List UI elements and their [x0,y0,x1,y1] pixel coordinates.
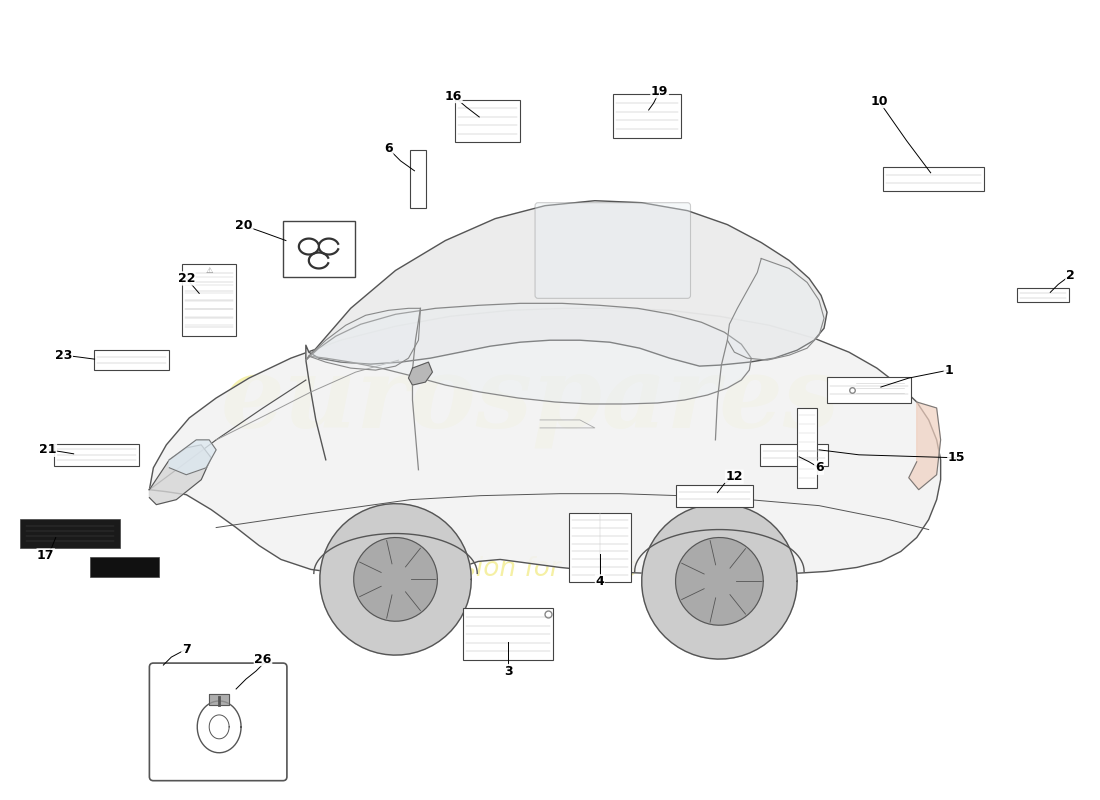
Text: 10: 10 [870,94,888,107]
Text: 4: 4 [595,575,604,588]
Bar [463,608,553,660]
Text: 19: 19 [651,85,669,98]
Bar [95,350,168,370]
Bar [760,444,828,466]
FancyBboxPatch shape [150,663,287,781]
Polygon shape [320,504,471,655]
Text: 1: 1 [944,364,953,377]
Polygon shape [354,538,438,622]
Bar [410,150,427,208]
Text: 6: 6 [815,462,824,474]
Text: 23: 23 [55,349,73,362]
Bar [883,167,984,190]
Polygon shape [209,694,229,705]
Polygon shape [909,402,940,490]
Bar [20,518,120,549]
Text: 15: 15 [948,451,966,464]
Polygon shape [150,308,940,575]
Text: ⚠: ⚠ [206,266,213,275]
Polygon shape [169,440,217,474]
Text: 2: 2 [1066,269,1075,282]
Text: 6: 6 [384,142,393,155]
Bar [675,485,754,506]
Bar [454,100,519,142]
Bar [283,221,354,278]
Polygon shape [641,504,798,659]
Text: 3: 3 [504,665,513,678]
FancyBboxPatch shape [535,202,691,298]
Text: 7: 7 [182,642,190,656]
Text: eurospares: eurospares [220,352,839,448]
Bar [183,265,236,336]
Polygon shape [309,308,420,370]
Polygon shape [675,538,763,625]
Bar [54,444,139,466]
Text: 22: 22 [177,272,195,285]
Polygon shape [150,445,211,505]
Bar [798,408,817,488]
Text: 20: 20 [235,219,253,232]
Text: 17: 17 [37,549,55,562]
Bar [1018,288,1069,302]
Text: 26: 26 [254,653,272,666]
Bar [89,558,160,578]
Bar [826,377,911,403]
Text: 12: 12 [726,470,744,483]
Bar [569,513,630,582]
Bar [613,94,681,138]
Text: a passion for parts since 1985: a passion for parts since 1985 [390,557,789,582]
Text: 16: 16 [444,90,462,102]
Polygon shape [306,201,827,366]
Polygon shape [306,303,751,404]
Text: 21: 21 [39,443,56,456]
Polygon shape [408,362,432,385]
Polygon shape [727,258,824,360]
